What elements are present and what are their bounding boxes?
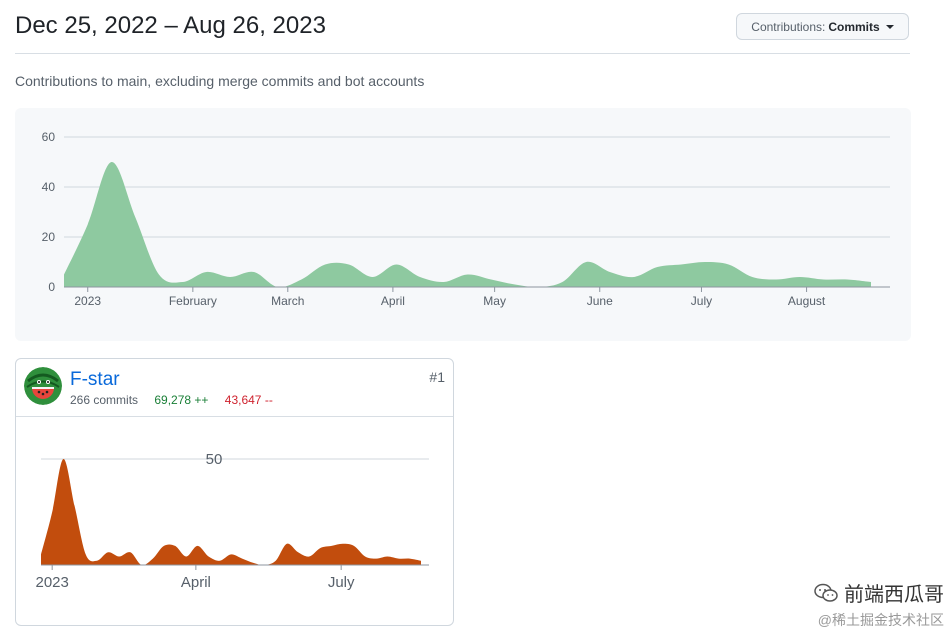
contributor-stats: 266 commits 69,278 ++ 43,647 -- bbox=[70, 393, 273, 407]
watermelon-avatar-icon[interactable] bbox=[24, 367, 62, 405]
x-tick-label: 2023 bbox=[35, 574, 68, 591]
contributor-rank: #1 bbox=[429, 369, 445, 385]
y-tick-label: 0 bbox=[48, 280, 55, 294]
x-tick-label: May bbox=[483, 294, 506, 308]
x-tick-label: 2023 bbox=[74, 294, 101, 308]
x-tick-label: July bbox=[691, 294, 712, 308]
watermark-subtitle: @稀土掘金技术社区 bbox=[817, 612, 944, 628]
x-tick-label: June bbox=[587, 294, 613, 308]
contributor-card: F-star 266 commits 69,278 ++ 43,647 -- #… bbox=[15, 358, 454, 626]
commit-count[interactable]: 266 commits bbox=[70, 393, 139, 407]
x-tick-label: August bbox=[788, 294, 826, 308]
watermark-title: 前端西瓜哥 bbox=[844, 584, 944, 606]
x-tick-label: April bbox=[181, 574, 211, 591]
page-subtitle: Contributions to main, excluding merge c… bbox=[15, 73, 425, 89]
y-tick-label: 60 bbox=[42, 130, 56, 144]
contributions-label: Contributions: bbox=[751, 19, 826, 34]
contributor-name-link[interactable]: F-star bbox=[70, 369, 120, 390]
main-contributions-chart: 0 20 40 60 2023 February March April May June July… bbox=[15, 108, 911, 341]
y-tick-label: 50 bbox=[206, 451, 223, 468]
contributions-value: Commits bbox=[828, 19, 880, 34]
page-title: Dec 25, 2022 – Aug 26, 2023 bbox=[15, 12, 326, 39]
contributor-chart-svg: 50 2023 April July bbox=[35, 451, 429, 591]
x-tick-label: July bbox=[328, 574, 355, 591]
y-tick-label: 40 bbox=[42, 180, 56, 194]
contribution-area bbox=[41, 458, 421, 566]
deletions-count: 43,647 -- bbox=[224, 393, 273, 407]
x-tick-label: February bbox=[169, 294, 217, 308]
y-tick-label: 20 bbox=[42, 230, 56, 244]
header-divider bbox=[15, 53, 910, 54]
watermark: 前端西瓜哥 @稀土掘金技术社区 bbox=[814, 578, 944, 630]
wechat-icon bbox=[814, 583, 838, 602]
contributions-dropdown-button[interactable]: Contributions: Commits bbox=[736, 13, 909, 40]
contribution-area bbox=[64, 161, 871, 288]
x-tick-label: April bbox=[381, 294, 405, 308]
additions-count: 69,278 ++ bbox=[154, 393, 209, 407]
main-chart-svg: 0 20 40 60 2023 February March April May June July… bbox=[42, 130, 890, 308]
contributor-card-header: F-star 266 commits 69,278 ++ 43,647 -- #… bbox=[16, 359, 453, 417]
x-tick-label: March bbox=[271, 294, 304, 308]
caret-down-icon bbox=[885, 24, 894, 29]
